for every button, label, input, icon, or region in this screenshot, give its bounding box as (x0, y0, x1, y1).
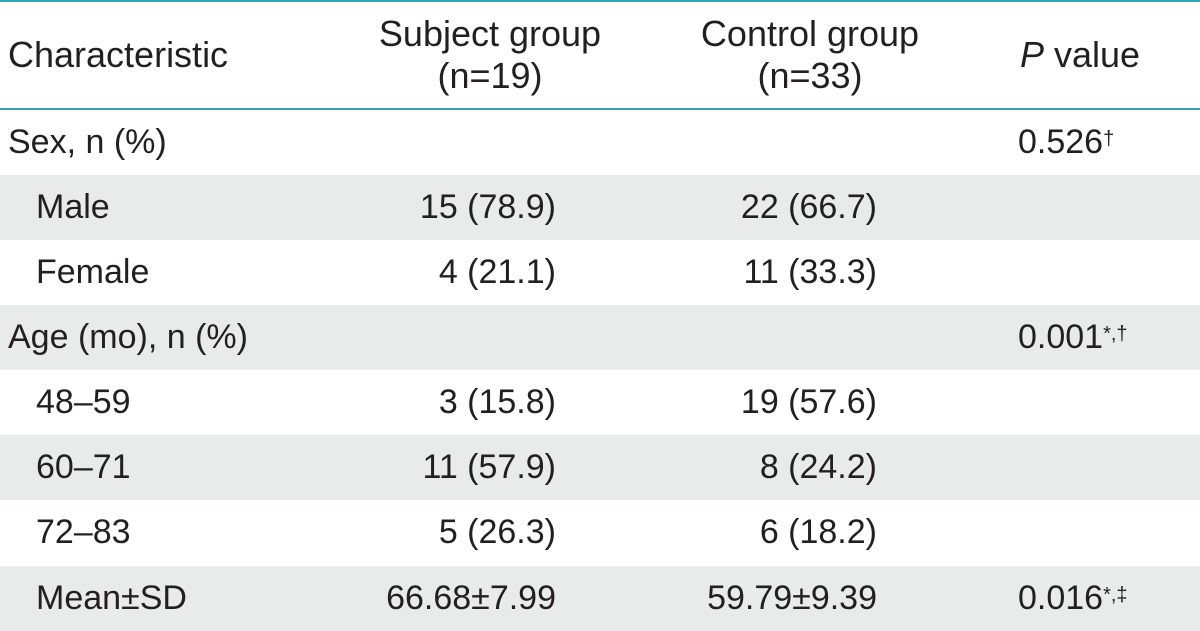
subject-value: 15 (78.9) (419, 188, 556, 226)
control-value: 6 (18.2) (759, 513, 877, 551)
row-label: Female (36, 253, 150, 291)
row-label: Age (mo), n (%) (8, 318, 248, 356)
p-value: 0.016 *,‡ (1018, 579, 1128, 617)
subject-value: 3 (15.8) (438, 383, 556, 421)
row-label: Male (36, 188, 110, 226)
table-row: Mean±SD 66.68±7.99 59.79±9.39 0.016 *,‡ (0, 566, 1200, 631)
header-control-group: Control group (n=33) (650, 2, 970, 108)
table-row: Male 15 (78.9) 22 (66.7) (0, 175, 1200, 240)
table-row: Female 4 (21.1) 11 (33.3) (0, 240, 1200, 305)
row-label: 48–59 (36, 383, 131, 421)
subject-value: 11 (57.9) (422, 448, 556, 486)
table-header: Characteristic Subject group (n=19) Cont… (0, 2, 1200, 108)
header-subject-group: Subject group (n=19) (330, 2, 650, 108)
subject-value: 5 (26.3) (438, 513, 556, 551)
header-control-title: Control group (700, 13, 920, 54)
p-value: 0.526 † (1018, 123, 1115, 161)
row-label: Sex, n (%) (8, 123, 167, 161)
p-number: 0.526 (1018, 123, 1104, 161)
header-p-rest: value (1043, 34, 1141, 75)
control-value: 19 (57.6) (740, 383, 877, 421)
header-characteristic-label: Characteristic (8, 34, 229, 75)
row-label: 60–71 (36, 448, 131, 486)
header-p-italic: P (1019, 34, 1044, 75)
header-subject-title: Subject group (378, 13, 602, 54)
subject-value: 4 (21.1) (438, 253, 556, 291)
row-label: 72–83 (36, 513, 131, 551)
row-label: Mean±SD (36, 579, 187, 617)
header-p-value: P value (980, 2, 1180, 108)
p-number: 0.016 (1018, 579, 1104, 617)
p-value: 0.001 *,† (1018, 318, 1128, 356)
header-control-n: (n=33) (757, 55, 863, 96)
control-value: 8 (24.2) (759, 448, 877, 486)
table-row: 72–83 5 (26.3) 6 (18.2) (0, 500, 1200, 565)
header-characteristic: Characteristic (8, 2, 228, 108)
header-subject-n: (n=19) (437, 55, 543, 96)
table-row: Sex, n (%) 0.526 † (0, 110, 1200, 175)
table-row: 60–71 11 (57.9) 8 (24.2) (0, 435, 1200, 500)
control-value: 11 (33.3) (743, 253, 877, 291)
table-top-rule (0, 0, 1200, 2)
control-value: 22 (66.7) (740, 188, 877, 226)
control-value: 59.79±9.39 (707, 579, 877, 617)
p-number: 0.001 (1018, 318, 1104, 356)
subject-value: 66.68±7.99 (386, 579, 556, 617)
table-row: Age (mo), n (%) 0.001 *,† (0, 305, 1200, 370)
table-row: 48–59 3 (15.8) 19 (57.6) (0, 370, 1200, 435)
header-bottom-rule (0, 108, 1200, 110)
